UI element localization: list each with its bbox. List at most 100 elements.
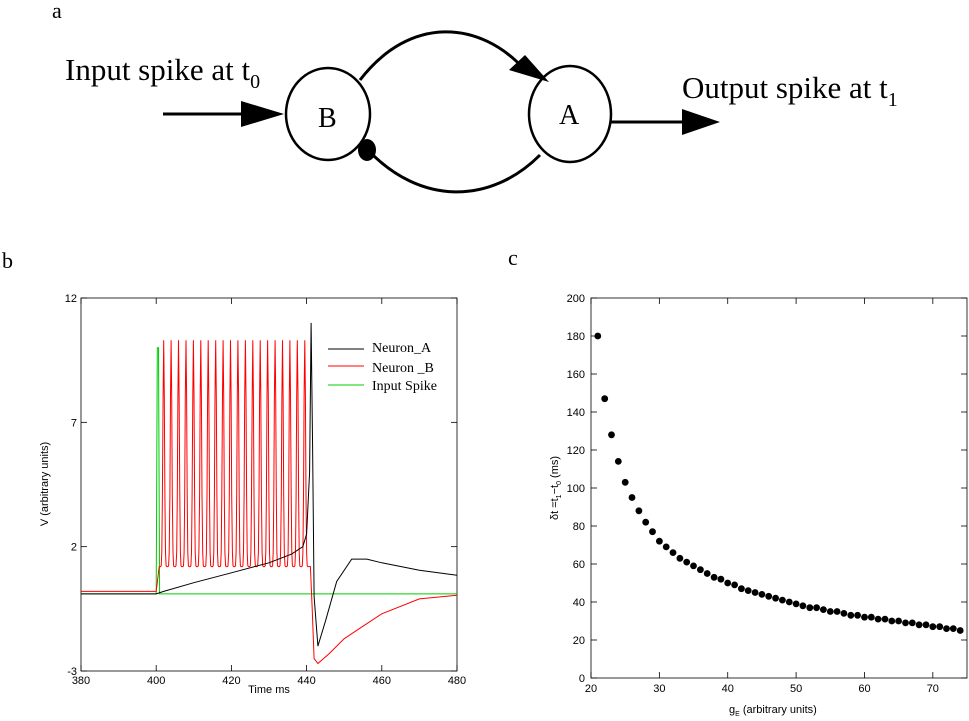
scatter-point (676, 554, 684, 562)
chart-b-ytick-label: 7 (71, 417, 77, 429)
chart-c-series (594, 332, 964, 634)
chart-c-ylabel-mid: −t (549, 485, 561, 494)
scatter-point (669, 549, 677, 556)
output-arrow-head (682, 109, 720, 135)
scatter-point (929, 623, 937, 631)
input-spike-label: Input spike at t0 (65, 52, 260, 93)
chart-c-ytick-label: 120 (567, 445, 585, 457)
chart-b-ytick-label: -3 (67, 666, 77, 678)
chart-c-ytick-label: 140 (567, 407, 585, 419)
scatter-point (662, 543, 670, 551)
scatter-point (779, 596, 786, 604)
chart-c-ylabel-rest: (ms) (549, 456, 561, 481)
scatter-point (731, 581, 738, 589)
scatter-point (635, 507, 643, 515)
chart-b-xtick-label: 420 (222, 675, 240, 687)
scatter-point (724, 579, 732, 587)
chart-c-xtick-label: 70 (927, 683, 939, 695)
legend-entry-input-spike: Input Spike (372, 379, 437, 394)
scatter-point (840, 610, 848, 617)
scatter-point (710, 573, 718, 581)
chart-b-ytick-label: 2 (71, 542, 77, 554)
chart-b-xtick-label: 400 (147, 675, 165, 687)
chart-c-ylabel-sub2: 0 (556, 481, 563, 485)
chart-b-xtick-label: 380 (72, 675, 90, 687)
chart-c-xtick-label: 60 (858, 683, 870, 695)
chart-b-axes: 380 400 420 440 460 480 -3 2 7 12 (65, 293, 466, 687)
scatter-point (594, 332, 602, 340)
scatter-point (936, 623, 944, 631)
scatter-point (642, 518, 650, 526)
scatter-point (628, 494, 636, 501)
scatter-point (813, 604, 820, 612)
scatter-point (956, 627, 964, 634)
scatter-point (854, 611, 861, 619)
scatter-point (697, 566, 704, 574)
chart-c-ylabel: δt =t1−t0 (ms) (549, 456, 563, 520)
chart-c-ytick-label: 100 (567, 483, 585, 495)
scatter-point (861, 613, 868, 621)
chart-c-ytick-label: 20 (573, 635, 585, 647)
scatter-point (738, 585, 745, 593)
panel-a: a Input spike at t0 B A Output spike at … (52, 0, 898, 194)
chart-b-xlabel: Time ms (248, 684, 290, 696)
legend-entry-neuron-a: Neuron_A (372, 341, 432, 356)
scatter-point (758, 591, 766, 598)
scatter-point (744, 587, 752, 594)
chart-b-frame (80, 297, 458, 672)
neuron-a-label: A (559, 100, 580, 131)
scatter-point (922, 621, 930, 629)
scatter-point (601, 395, 609, 403)
chart-c-xtick-label: 50 (790, 683, 802, 695)
scatter-point (690, 562, 697, 570)
chart-c-xlabel-main: g (729, 704, 735, 716)
series-neuron-a-line (81, 322, 457, 647)
scatter-point (792, 600, 800, 608)
chart-c-ytick-label: 0 (579, 673, 585, 685)
inhibitory-synapse-dot (358, 139, 376, 161)
scatter-point (874, 615, 882, 623)
inhibitory-connection (366, 148, 542, 194)
scatter-point (888, 617, 896, 625)
output-spike-text: Output spike at t (682, 70, 888, 105)
scatter-point (683, 558, 691, 566)
output-spike-subscript: 1 (888, 89, 898, 111)
chart-b-xtick-label: 480 (448, 675, 466, 687)
scatter-point (656, 537, 663, 545)
scatter-point (847, 611, 855, 619)
scatter-point (826, 608, 834, 615)
chart-c-xtick-label: 30 (653, 683, 665, 695)
scatter-point (949, 625, 957, 632)
excitatory-connection (358, 30, 527, 81)
chart-b-ylabel: V (arbitrary units) (39, 442, 51, 526)
chart-b-legend: Neuron_A Neuron _B Input Spike (328, 341, 437, 394)
scatter-point (772, 594, 779, 602)
chart-c-ytick-label: 60 (573, 559, 585, 571)
scatter-point (806, 604, 814, 612)
scatter-point (867, 613, 875, 621)
chart-c-ylabel-sub1: 1 (556, 494, 563, 498)
chart-c-xlabel-sub: E (735, 711, 740, 718)
panel-c-label: c (508, 245, 518, 270)
scatter-point (915, 621, 923, 629)
chart-c-xlabel: gE (arbitrary units) (729, 704, 817, 718)
scatter-point (717, 575, 725, 583)
input-spike-subscript: 0 (250, 71, 260, 93)
chart-c-ytick-label: 180 (567, 331, 585, 343)
series-neuron-b-line (81, 340, 457, 665)
chart-c-ytick-label: 40 (573, 597, 585, 609)
panel-b-label: b (2, 248, 13, 273)
scatter-point (751, 589, 759, 596)
scatter-point (908, 619, 916, 627)
chart-b-series (81, 322, 457, 665)
chart-b-xtick-label: 460 (373, 675, 391, 687)
chart-c-xtick-label: 40 (722, 683, 734, 695)
scatter-point (621, 478, 629, 486)
input-spike-text: Input spike at t (65, 52, 250, 87)
legend-entry-neuron-b: Neuron _B (372, 361, 434, 376)
panel-c: c 20 30 40 50 60 7002040608010012014016018020… (508, 245, 968, 718)
chart-c-ytick-label: 160 (567, 369, 585, 381)
chart-c-ytick-label: 80 (573, 521, 585, 533)
